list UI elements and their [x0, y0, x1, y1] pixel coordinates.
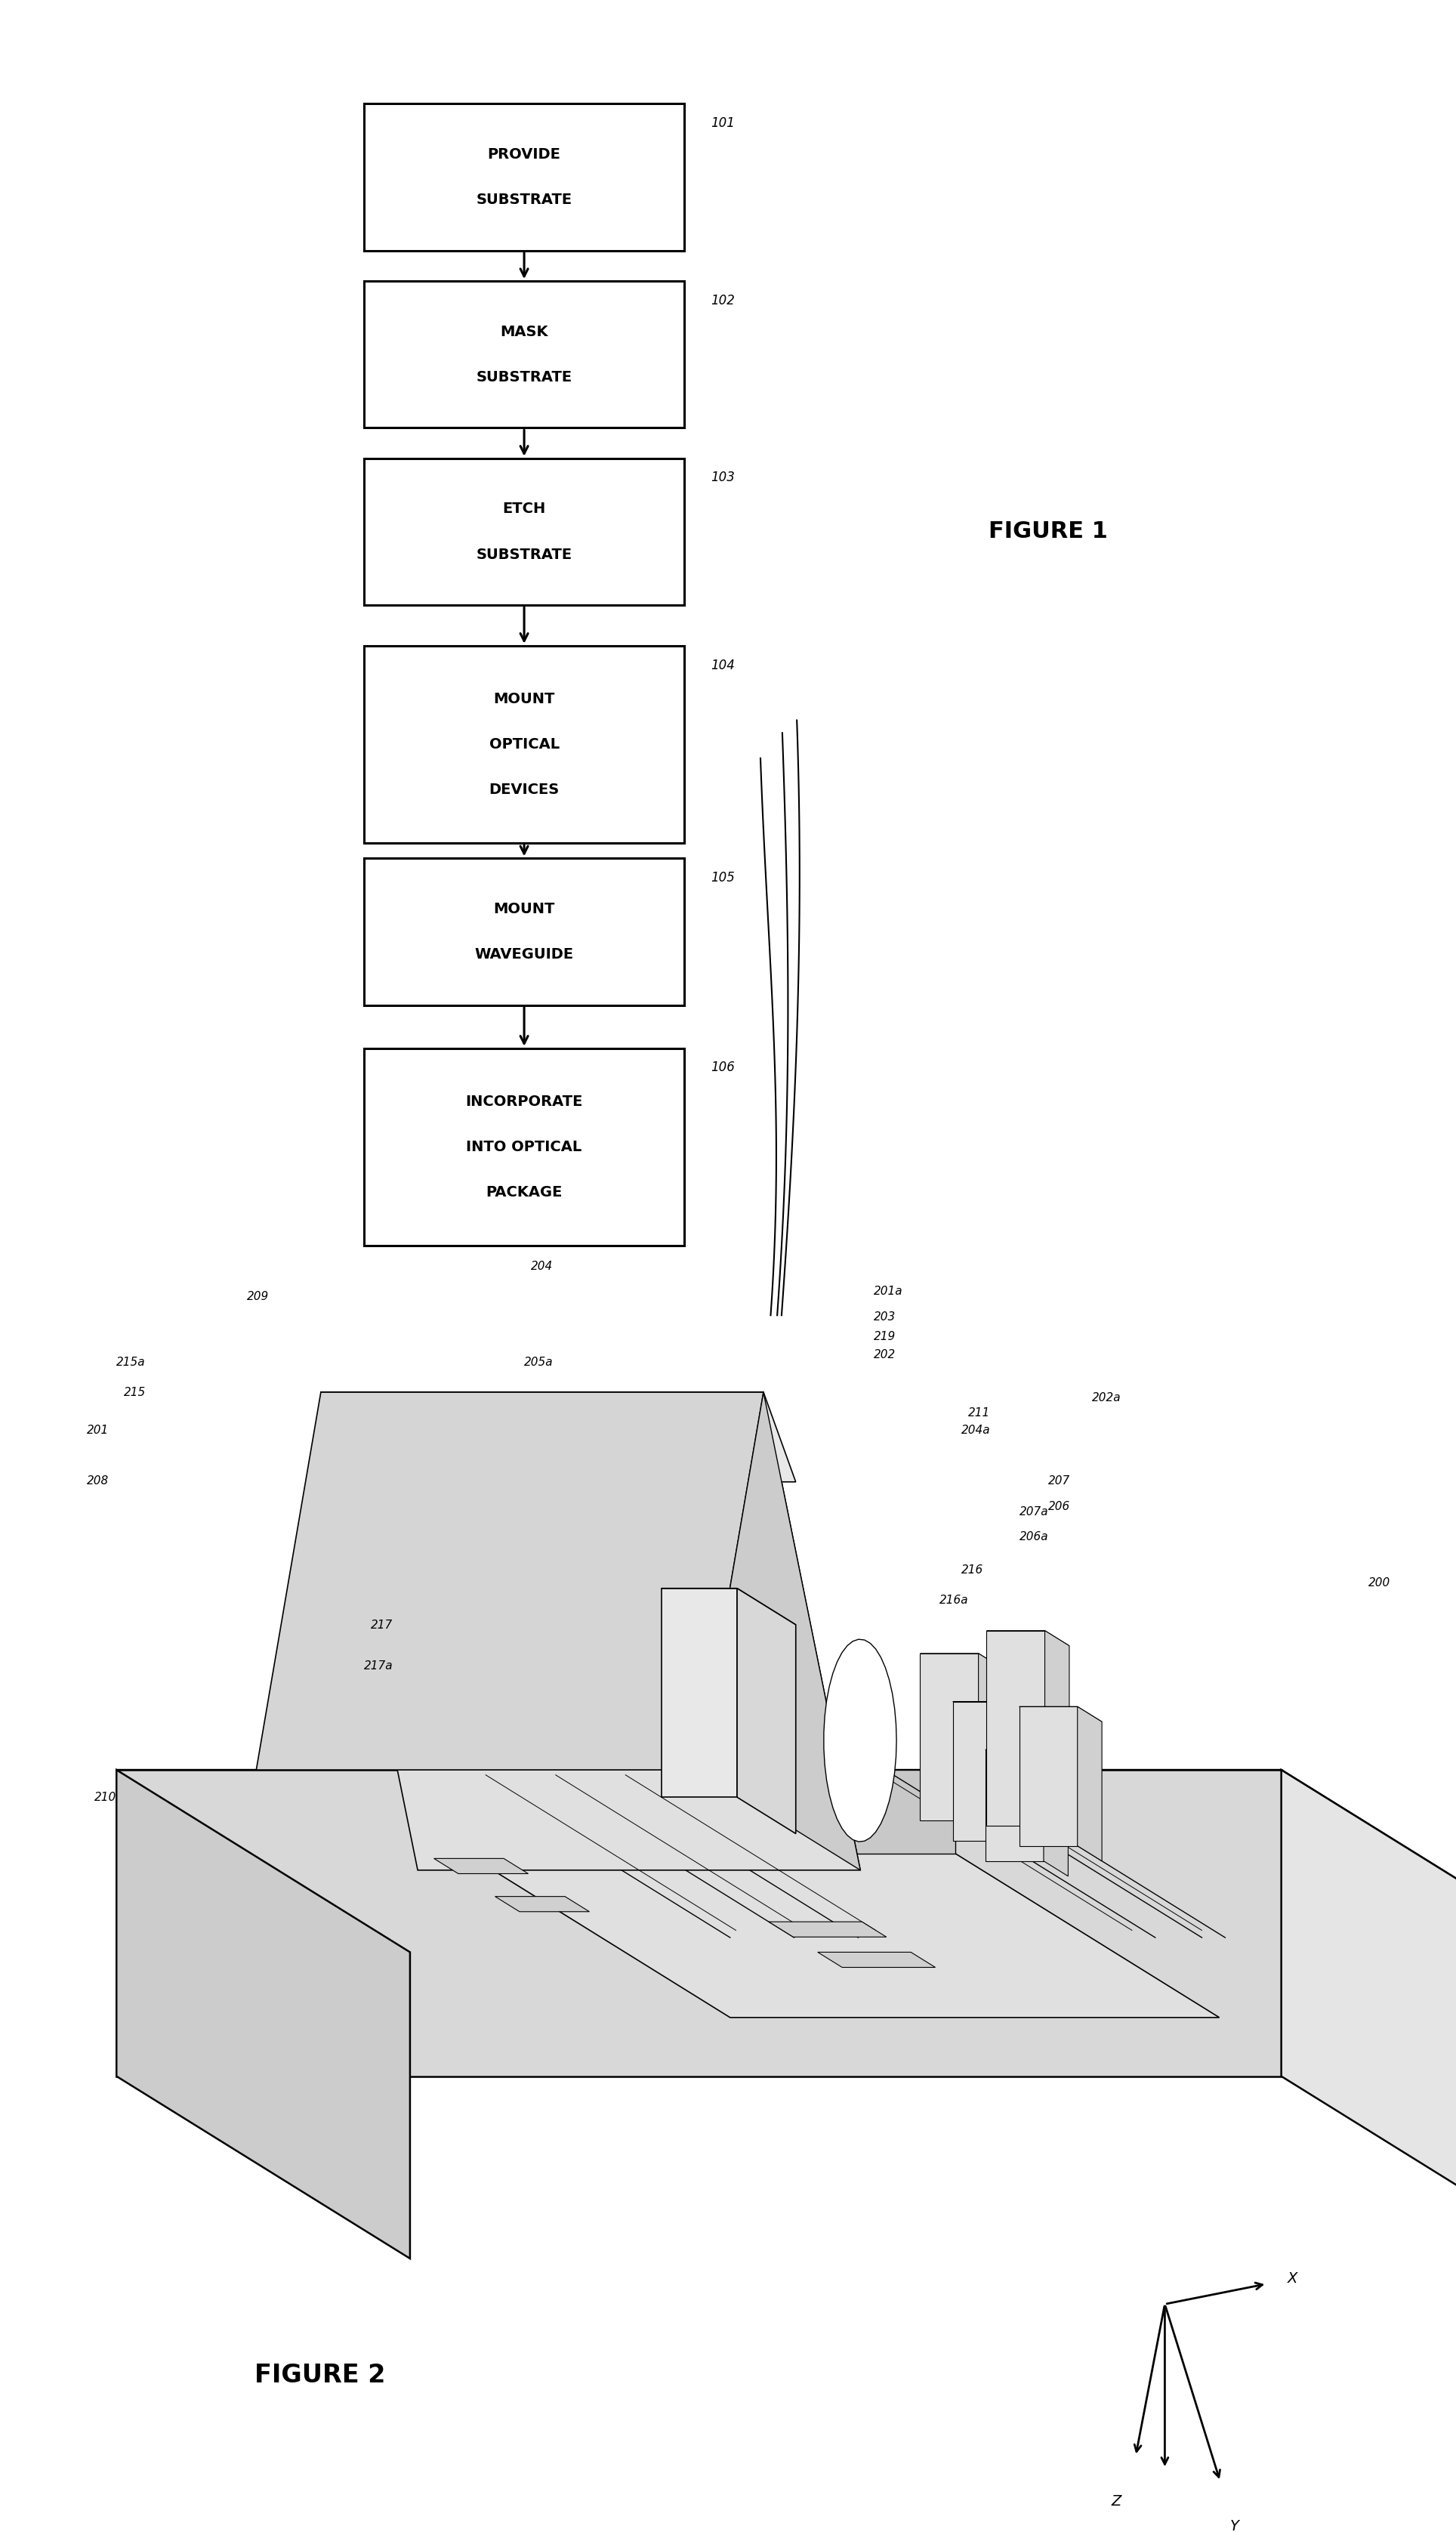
- Text: 101: 101: [711, 116, 735, 129]
- Text: X: X: [1287, 2271, 1297, 2286]
- FancyBboxPatch shape: [364, 1048, 684, 1246]
- Polygon shape: [1010, 1702, 1035, 1856]
- Polygon shape: [1281, 1770, 1456, 2259]
- Text: 105: 105: [711, 871, 735, 884]
- Text: 201: 201: [87, 1426, 109, 1436]
- Text: 216: 216: [961, 1565, 983, 1575]
- Polygon shape: [769, 1922, 887, 1937]
- Text: OPTICAL: OPTICAL: [489, 737, 559, 752]
- Text: INCORPORATE: INCORPORATE: [466, 1094, 582, 1109]
- Polygon shape: [1045, 1631, 1069, 1841]
- Text: Z: Z: [1111, 2494, 1121, 2509]
- Text: MOUNT: MOUNT: [494, 901, 555, 917]
- Polygon shape: [737, 1588, 796, 1833]
- Polygon shape: [466, 1853, 1219, 2018]
- FancyBboxPatch shape: [364, 281, 684, 428]
- Text: FIGURE 1: FIGURE 1: [989, 522, 1108, 542]
- Text: 216a: 216a: [939, 1595, 968, 1605]
- Text: 205a: 205a: [524, 1357, 553, 1367]
- Text: WAVEGUIDE: WAVEGUIDE: [475, 947, 574, 962]
- Text: 215: 215: [124, 1388, 146, 1398]
- Polygon shape: [952, 1702, 1010, 1841]
- Polygon shape: [320, 1393, 796, 1481]
- Text: 210: 210: [95, 1793, 116, 1803]
- Polygon shape: [661, 1588, 737, 1798]
- Text: 204: 204: [531, 1261, 553, 1271]
- Text: 207: 207: [1048, 1476, 1070, 1486]
- FancyBboxPatch shape: [364, 858, 684, 1005]
- FancyBboxPatch shape: [364, 646, 684, 843]
- Text: 207a: 207a: [1019, 1507, 1048, 1517]
- Text: SUBSTRATE: SUBSTRATE: [476, 547, 572, 562]
- Text: 203: 203: [874, 1312, 895, 1322]
- Polygon shape: [495, 1896, 590, 1912]
- Polygon shape: [952, 1702, 1035, 1717]
- Text: 103: 103: [711, 471, 735, 484]
- Text: 219: 219: [874, 1332, 895, 1342]
- Polygon shape: [1044, 1750, 1069, 1876]
- Polygon shape: [466, 1770, 955, 1853]
- Polygon shape: [116, 1770, 1456, 1952]
- Polygon shape: [256, 1393, 763, 1770]
- Polygon shape: [986, 1750, 1044, 1861]
- Polygon shape: [818, 1952, 935, 1967]
- Text: 215a: 215a: [116, 1357, 146, 1367]
- Polygon shape: [320, 1393, 860, 1871]
- Text: 206a: 206a: [1019, 1532, 1048, 1542]
- Polygon shape: [978, 1653, 1003, 1836]
- Text: INTO OPTICAL: INTO OPTICAL: [466, 1139, 582, 1155]
- Text: 209: 209: [248, 1291, 269, 1301]
- Text: 202: 202: [874, 1350, 895, 1360]
- Text: MASK: MASK: [501, 324, 547, 339]
- Polygon shape: [920, 1653, 978, 1821]
- Text: SUBSTRATE: SUBSTRATE: [476, 370, 572, 385]
- Text: 204a: 204a: [961, 1426, 990, 1436]
- Text: 217a: 217a: [364, 1661, 393, 1671]
- Polygon shape: [116, 1770, 1281, 2076]
- Text: DEVICES: DEVICES: [489, 782, 559, 798]
- Text: Y: Y: [1230, 2519, 1239, 2532]
- Text: 201a: 201a: [874, 1286, 903, 1296]
- Polygon shape: [1077, 1707, 1102, 1861]
- Text: 206: 206: [1048, 1501, 1070, 1512]
- FancyBboxPatch shape: [364, 458, 684, 605]
- Polygon shape: [987, 1631, 1045, 1826]
- Text: 102: 102: [711, 294, 735, 306]
- Text: PACKAGE: PACKAGE: [486, 1185, 562, 1200]
- Polygon shape: [1019, 1707, 1102, 1722]
- Polygon shape: [986, 1750, 1069, 1765]
- Polygon shape: [434, 1858, 529, 1874]
- Text: 208: 208: [87, 1476, 109, 1486]
- Text: 211: 211: [968, 1408, 990, 1418]
- Text: 104: 104: [711, 658, 735, 671]
- Text: ETCH: ETCH: [502, 501, 546, 517]
- Text: FIGURE 2: FIGURE 2: [255, 2362, 386, 2388]
- FancyBboxPatch shape: [364, 104, 684, 251]
- Polygon shape: [920, 1653, 1003, 1669]
- Polygon shape: [699, 1393, 860, 1871]
- Text: MOUNT: MOUNT: [494, 691, 555, 706]
- Text: 200: 200: [1369, 1577, 1390, 1588]
- Text: 217: 217: [371, 1620, 393, 1631]
- Polygon shape: [116, 1770, 411, 2259]
- Text: PROVIDE: PROVIDE: [488, 147, 561, 162]
- Polygon shape: [987, 1631, 1069, 1646]
- Text: 202a: 202a: [1092, 1393, 1121, 1403]
- Text: SUBSTRATE: SUBSTRATE: [476, 192, 572, 208]
- Text: 106: 106: [711, 1061, 735, 1074]
- Polygon shape: [824, 1638, 897, 1841]
- Polygon shape: [1019, 1707, 1077, 1846]
- Polygon shape: [661, 1588, 796, 1626]
